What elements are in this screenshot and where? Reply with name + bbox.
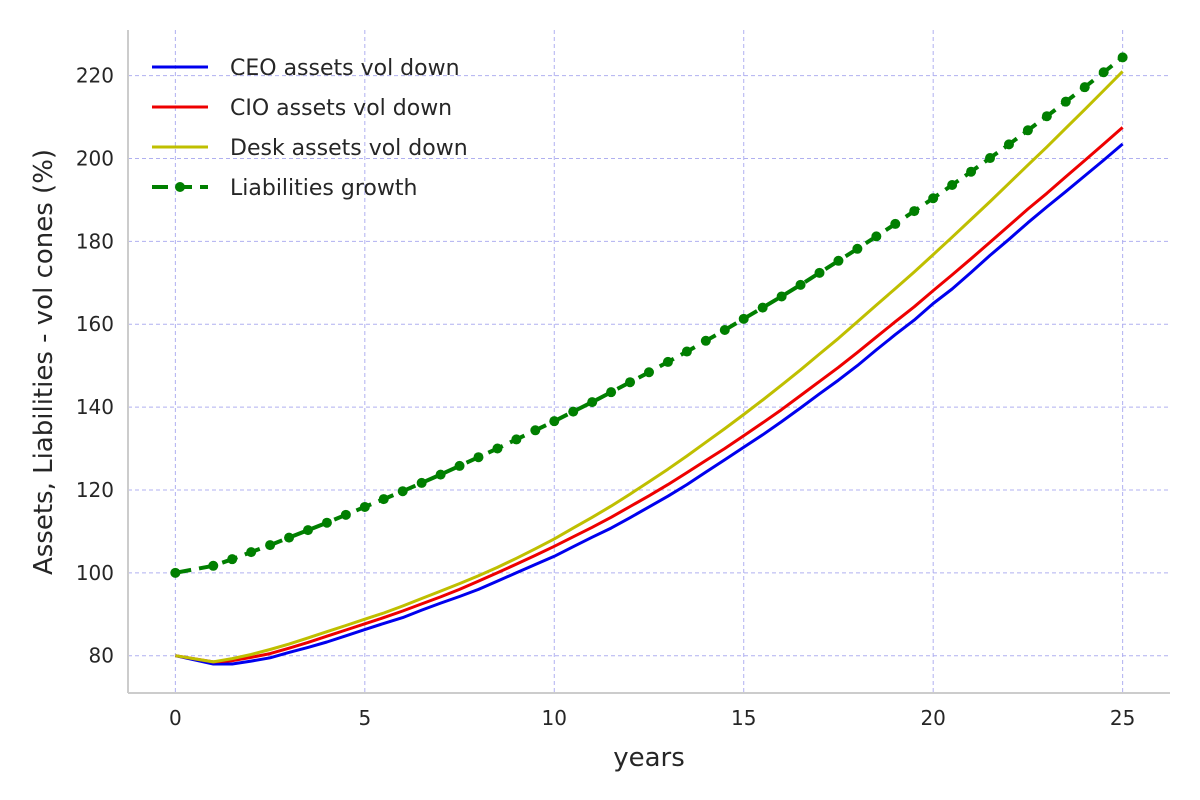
y-axis-ticks: 80 100 120 140 160 180 200 220 bbox=[76, 64, 114, 668]
x-tick-label: 10 bbox=[542, 706, 567, 730]
data-point bbox=[246, 547, 257, 558]
data-point bbox=[606, 387, 617, 398]
data-point bbox=[397, 486, 408, 497]
data-point bbox=[530, 425, 541, 436]
x-axis-ticks: 0 5 10 15 20 25 bbox=[169, 706, 1135, 730]
data-point bbox=[1098, 67, 1109, 78]
y-tick-label: 200 bbox=[76, 146, 114, 170]
legend-item: Liabilities growth bbox=[152, 176, 417, 201]
data-point bbox=[511, 434, 522, 445]
legend-label: Liabilities growth bbox=[230, 176, 417, 201]
y-tick-label: 100 bbox=[76, 561, 114, 585]
data-point bbox=[549, 416, 560, 427]
data-point bbox=[473, 452, 484, 463]
data-point bbox=[644, 367, 654, 378]
legend: CEO assets vol down CIO assets vol down De… bbox=[152, 56, 468, 201]
series-line bbox=[175, 126, 1124, 664]
x-tick-label: 25 bbox=[1110, 706, 1135, 730]
data-point bbox=[625, 377, 636, 388]
y-tick-label: 220 bbox=[76, 64, 114, 88]
data-point bbox=[170, 567, 181, 578]
data-point bbox=[738, 313, 749, 324]
series-3 bbox=[170, 52, 1128, 578]
legend-label: CEO assets vol down bbox=[230, 56, 460, 81]
data-point bbox=[814, 267, 825, 278]
series-line bbox=[175, 142, 1124, 666]
y-tick-label: 120 bbox=[76, 478, 114, 502]
x-axis-label: years bbox=[613, 743, 685, 773]
y-tick-label: 80 bbox=[89, 644, 114, 668]
data-point bbox=[492, 443, 503, 454]
x-tick-label: 15 bbox=[731, 706, 756, 730]
legend-item: Desk assets vol down bbox=[152, 136, 468, 161]
legend-item: CEO assets vol down bbox=[152, 56, 460, 81]
data-point bbox=[378, 494, 389, 505]
x-tick-label: 5 bbox=[358, 706, 371, 730]
data-point bbox=[265, 540, 276, 551]
x-tick-label: 0 bbox=[169, 706, 182, 730]
data-point bbox=[302, 525, 313, 536]
data-point bbox=[1117, 52, 1128, 63]
data-point bbox=[568, 406, 579, 417]
series-line bbox=[175, 70, 1124, 664]
data-point bbox=[852, 243, 863, 254]
data-point bbox=[909, 206, 920, 217]
legend-label: Desk assets vol down bbox=[230, 136, 468, 161]
data-point bbox=[321, 517, 332, 528]
axes-spines bbox=[127, 30, 1170, 694]
data-point bbox=[1060, 96, 1071, 107]
series-2 bbox=[175, 70, 1124, 664]
grid bbox=[128, 30, 1170, 693]
data-point bbox=[966, 166, 977, 177]
data-point bbox=[284, 532, 295, 543]
y-tick-label: 160 bbox=[76, 312, 114, 336]
data-point bbox=[985, 153, 996, 164]
data-point bbox=[928, 193, 939, 204]
data-point bbox=[208, 560, 219, 571]
y-axis-label: Assets, Liabilities - vol cones (%) bbox=[29, 149, 59, 575]
data-point bbox=[890, 218, 901, 229]
data-point bbox=[947, 179, 958, 190]
data-point bbox=[776, 291, 787, 302]
data-point bbox=[681, 346, 692, 357]
series-1 bbox=[175, 126, 1124, 664]
series-0 bbox=[175, 142, 1124, 666]
data-point bbox=[833, 255, 844, 266]
data-point bbox=[359, 501, 370, 512]
data-point bbox=[1003, 139, 1014, 150]
data-point bbox=[1041, 111, 1052, 122]
data-point bbox=[416, 477, 427, 488]
data-point bbox=[227, 554, 238, 565]
series-group bbox=[170, 52, 1128, 666]
data-point bbox=[700, 335, 711, 346]
data-point bbox=[795, 279, 806, 290]
data-point bbox=[1079, 82, 1090, 93]
legend-marker bbox=[175, 182, 185, 192]
legend-label: CIO assets vol down bbox=[230, 96, 452, 121]
data-point bbox=[454, 460, 465, 471]
x-tick-label: 20 bbox=[920, 706, 945, 730]
data-point bbox=[340, 509, 351, 520]
legend-item: CIO assets vol down bbox=[152, 96, 452, 121]
data-point bbox=[662, 356, 673, 367]
y-tick-label: 180 bbox=[76, 229, 114, 253]
data-point bbox=[1022, 125, 1033, 136]
data-point bbox=[719, 325, 730, 336]
y-tick-label: 140 bbox=[76, 395, 114, 419]
data-point bbox=[757, 302, 768, 313]
data-point bbox=[435, 469, 446, 480]
data-point bbox=[587, 397, 598, 408]
data-point bbox=[871, 231, 882, 242]
